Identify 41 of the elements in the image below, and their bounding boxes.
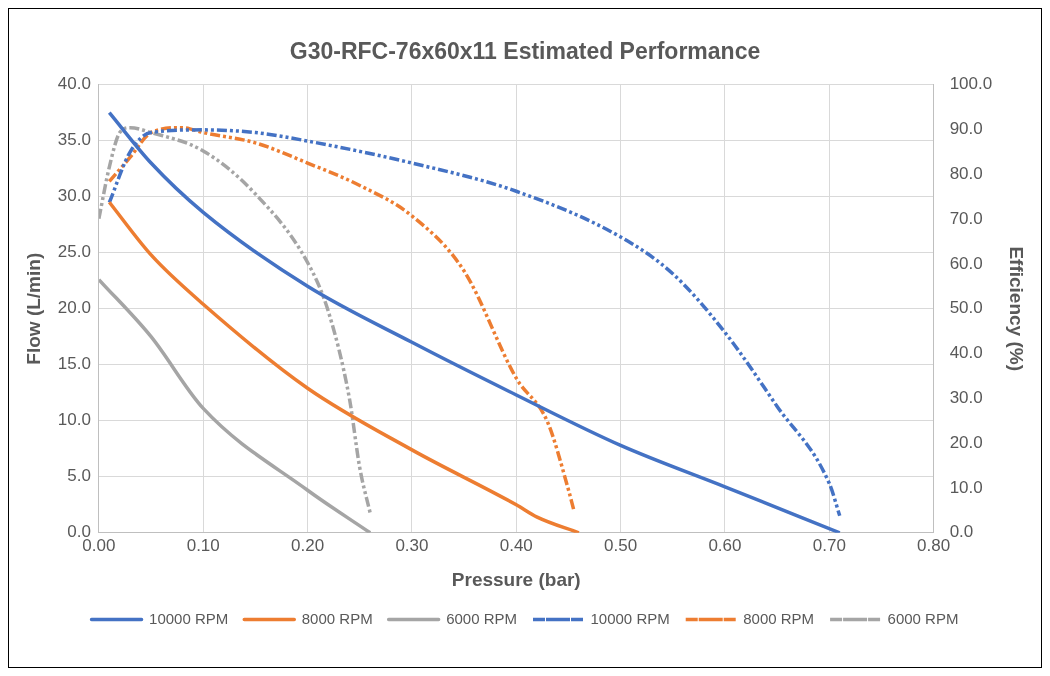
x-tick-label: 0.80 (917, 535, 951, 555)
x-tick-label: 0.10 (186, 535, 220, 555)
legend-label: 8000 RPM (743, 609, 815, 627)
y2-axis-title: Efficiency (%) (1006, 246, 1028, 371)
y2-tick-label: 100.0 (949, 74, 993, 94)
y-tick-label: 30.0 (57, 186, 91, 206)
y-tick-label: 25.0 (57, 242, 91, 262)
x-tick-label: 0.60 (708, 535, 742, 555)
chart-title: G30-RFC-76x60x11 Estimated Performance (289, 38, 761, 65)
y2-tick-label: 50.0 (949, 298, 983, 318)
y2-tick-label: 40.0 (949, 343, 983, 363)
legend-label: 10000 RPM (590, 609, 670, 627)
x-axis-title: Pressure (bar) (451, 568, 581, 590)
line-series (98, 277, 372, 533)
legend-label: 6000 RPM (887, 609, 959, 627)
y-tick-label: 40.0 (57, 74, 91, 94)
y2-tick-label: 80.0 (949, 163, 983, 183)
y2-tick-label: 20.0 (949, 432, 983, 452)
line-series (98, 125, 372, 515)
y-axis-title: Flow (L/min) (22, 252, 44, 365)
y2-tick-label: 90.0 (949, 119, 983, 139)
x-tick-label: 0.20 (291, 535, 325, 555)
y-tick-label: 20.0 (57, 298, 91, 318)
y2-tick-label: 0.0 (949, 522, 974, 542)
y-tick-label: 15.0 (57, 354, 91, 374)
legend-label: 10000 RPM (149, 609, 229, 627)
x-tick-label: 0.40 (499, 535, 533, 555)
legend-label: 8000 RPM (301, 609, 373, 627)
y-tick-label: 5.0 (67, 466, 91, 486)
line-series (107, 125, 576, 512)
y2-tick-label: 30.0 (949, 388, 983, 408)
legend-label: 6000 RPM (446, 609, 518, 627)
x-tick-label: 0.70 (812, 535, 846, 555)
x-tick-label: 0.50 (604, 535, 638, 555)
y-tick-label: 10.0 (57, 410, 91, 430)
y2-tick-label: 10.0 (949, 477, 983, 497)
y-tick-label: 35.0 (57, 130, 91, 150)
y2-tick-label: 70.0 (949, 208, 983, 228)
x-tick-label: 0.30 (395, 535, 429, 555)
y2-tick-label: 60.0 (949, 253, 983, 273)
line-series (107, 200, 581, 533)
